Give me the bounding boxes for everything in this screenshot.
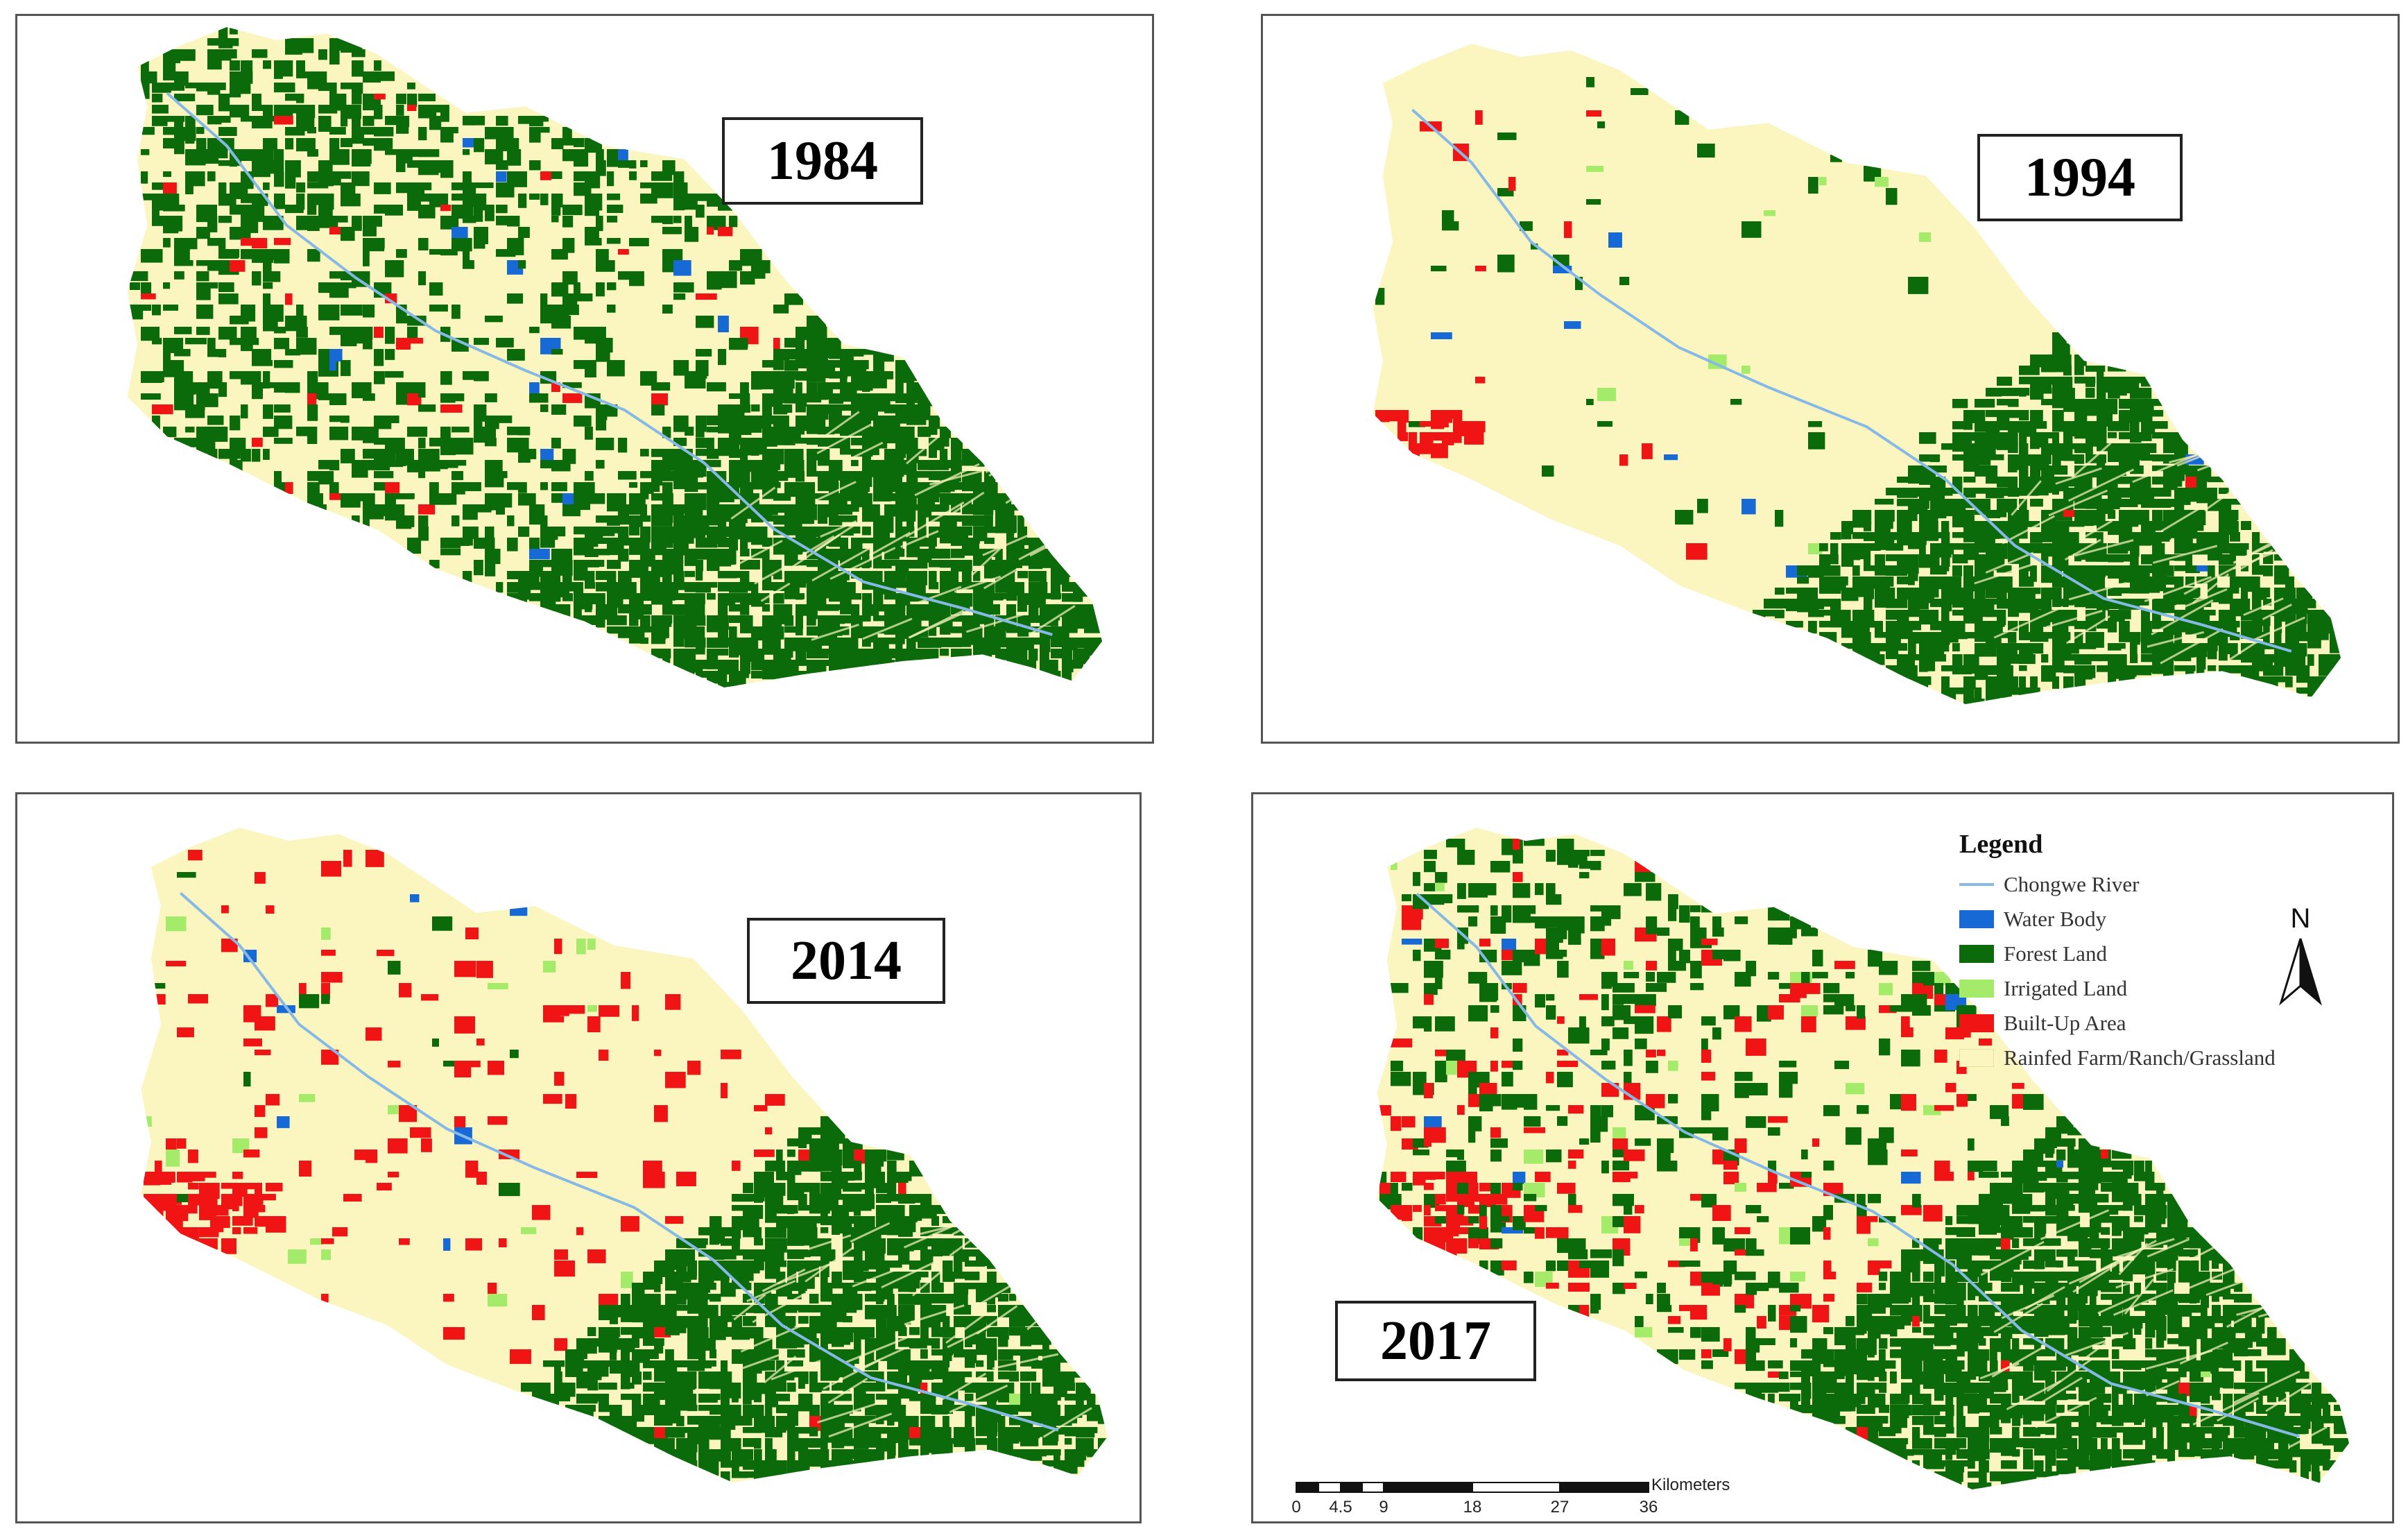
legend-item-built-up-area: Built-Up Area <box>1959 1011 2126 1036</box>
map-2017 <box>1377 828 2350 1489</box>
legend-item-chongwe-river: Chongwe River <box>1959 872 2139 897</box>
legend-label: Water Body <box>2004 907 2107 931</box>
map-1994 <box>1373 44 2341 704</box>
forest-land-swatch <box>1959 945 1994 963</box>
legend-title: Legend <box>1959 830 2043 859</box>
legend-label: Chongwe River <box>2004 872 2140 896</box>
legend-item-forest-land: Forest Land <box>1959 941 2107 966</box>
scale-tick-36: 36 <box>1639 1498 1658 1516</box>
catchment-area <box>127 27 1103 687</box>
land-cover-layer <box>1375 77 2341 704</box>
water-body-swatch <box>1959 910 1994 928</box>
river-line-swatch <box>1959 875 1994 894</box>
legend-item-rainfed: Rainfed Farm/Ranch/Grassland <box>1959 1045 2276 1070</box>
map-panel-1984: 1984 <box>15 14 1154 744</box>
map-panel-1994: 1994 <box>1261 14 2400 744</box>
scale-tick-0: 0 <box>1291 1498 1301 1516</box>
land-cover-layer <box>130 27 1103 687</box>
legend-label: Irrigated Land <box>2004 976 2128 1000</box>
year-label-1984: 1984 <box>722 117 923 205</box>
land-cover-layer <box>144 850 1108 1483</box>
map-panel-2017: 2017 Legend Chongwe River Water Body For… <box>1251 792 2394 1523</box>
map-1984 <box>127 27 1103 687</box>
scale-tick-9: 9 <box>1379 1498 1388 1516</box>
legend-label: Built-Up Area <box>2004 1011 2126 1035</box>
legend-item-irrigated-land: Irrigated Land <box>1959 976 2127 1001</box>
chongwe-river <box>166 92 1053 636</box>
scale-tick-18: 18 <box>1463 1498 1482 1516</box>
scale-bar-graphic <box>1296 1482 1649 1493</box>
land-cover-layer <box>1379 839 2350 1489</box>
scale-tick-27: 27 <box>1550 1498 1570 1516</box>
map-panel-2014: 2014 <box>15 792 1142 1523</box>
scale-unit-label: Kilometers <box>1651 1476 1730 1494</box>
chongwe-river <box>1416 892 2300 1438</box>
legend-label: Forest Land <box>2004 941 2107 966</box>
north-arrow-icon: N <box>2279 903 2322 1006</box>
year-label-1994: 1994 <box>1977 134 2183 221</box>
built-up-area-swatch <box>1959 1014 1994 1032</box>
scale-tick-4.5: 4.5 <box>1329 1498 1352 1516</box>
north-arrow: N <box>2266 898 2335 1023</box>
legend-label: Rainfed Farm/Ranch/Grassland <box>2004 1045 2276 1070</box>
legend-item-water-body: Water Body <box>1959 907 2106 932</box>
rainfed-swatch <box>1959 1049 1994 1067</box>
year-label-2017: 2017 <box>1335 1301 1536 1381</box>
chongwe-river <box>1411 108 2292 653</box>
year-label-2014: 2014 <box>747 918 945 1004</box>
irrigated-land-swatch <box>1959 980 1994 998</box>
chongwe-river <box>179 891 1059 1432</box>
north-label: N <box>2291 903 2311 934</box>
map-2014 <box>141 828 1108 1483</box>
